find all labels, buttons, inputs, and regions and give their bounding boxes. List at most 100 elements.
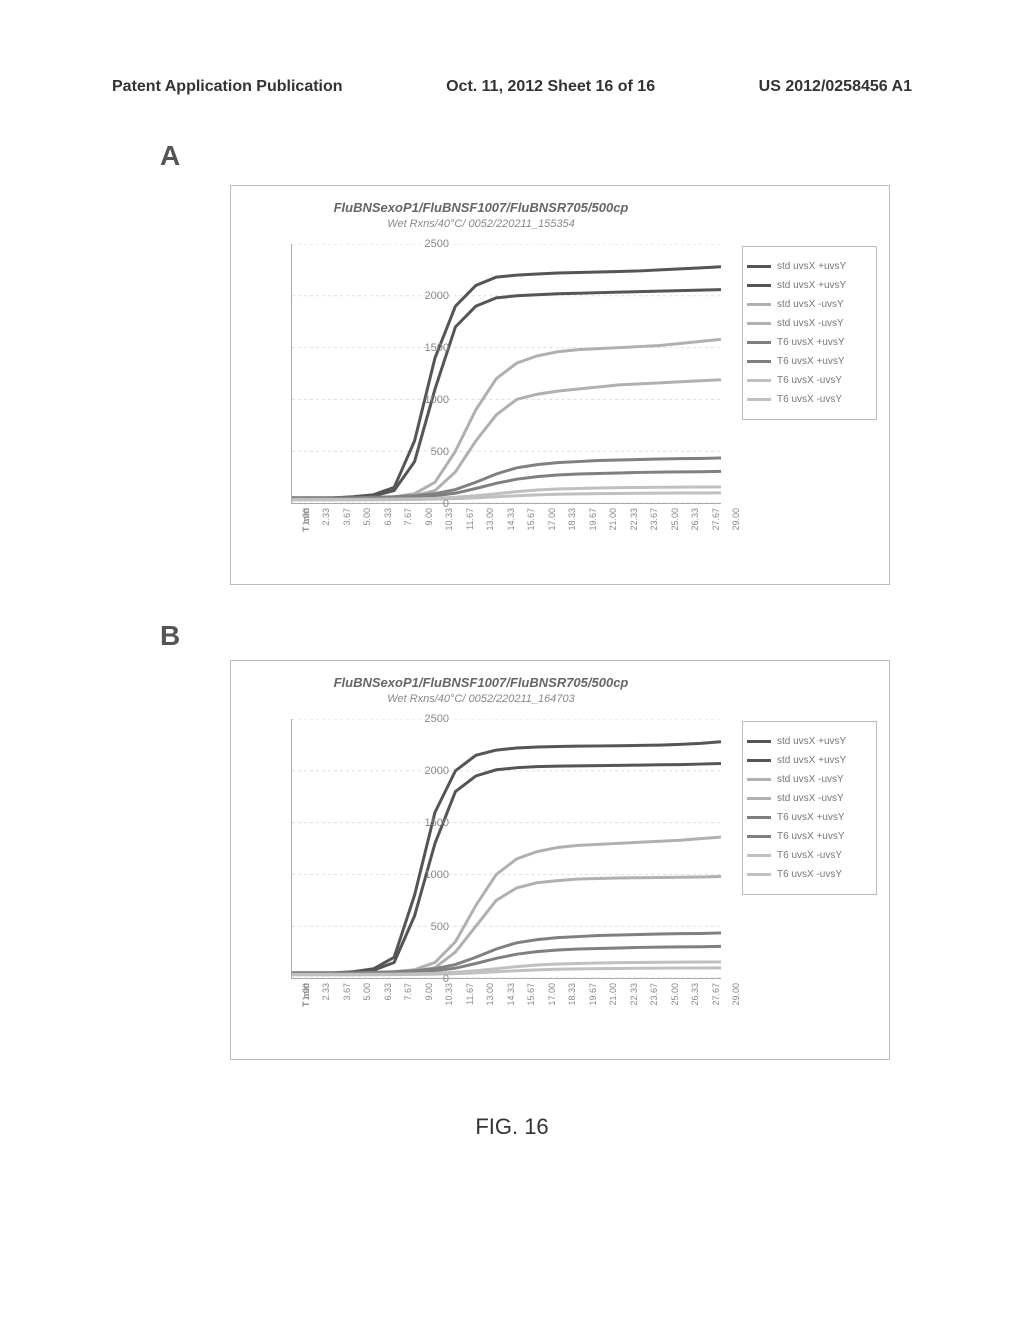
- x-tick: 2.33: [321, 508, 331, 548]
- legend-item: T6 uvsX +uvsY: [747, 812, 872, 823]
- x-tick: 15.67: [526, 508, 536, 548]
- legend-item: T6 uvsX -uvsY: [747, 850, 872, 861]
- x-tick: 21.00: [608, 983, 618, 1023]
- legend-item: std uvsX -uvsY: [747, 774, 872, 785]
- x-tick: 18.33: [567, 983, 577, 1023]
- legend-item: T6 uvsX +uvsY: [747, 337, 872, 348]
- x-tick: 27.67: [711, 983, 721, 1023]
- chart-a-subtitle: Wet Rxns/40°C/ 0052/220211_155354: [231, 218, 731, 230]
- x-tick: 29.00: [731, 508, 741, 548]
- chart-a-title: FluBNSexoP1/FluBNSF1007/FluBNSR705/500cp: [231, 200, 731, 215]
- legend-label: std uvsX -uvsY: [777, 299, 844, 310]
- x-tick: 29.00: [731, 983, 741, 1023]
- chart-a-xticks: T min1.002.333.675.006.337.679.0010.3311…: [291, 508, 721, 568]
- chart-b-legend: std uvsX +uvsY std uvsX +uvsY std uvsX -uv…: [742, 721, 877, 895]
- legend-item: std uvsX -uvsY: [747, 299, 872, 310]
- x-tick: 14.33: [506, 983, 516, 1023]
- x-tick: 13.00: [485, 983, 495, 1023]
- x-tick: 25.00: [670, 508, 680, 548]
- legend-label: T6 uvsX -uvsY: [777, 850, 842, 861]
- legend-item: T6 uvsX -uvsY: [747, 394, 872, 405]
- legend-item: T6 uvsX -uvsY: [747, 869, 872, 880]
- x-tick: 1.00: [301, 983, 311, 1023]
- legend-label: T6 uvsX +uvsY: [777, 337, 845, 348]
- x-tick: 7.67: [403, 983, 413, 1023]
- legend-swatch: [747, 835, 771, 838]
- chart-b-xticks: T min1.002.333.675.006.337.679.0010.3311…: [291, 983, 721, 1043]
- legend-item: std uvsX +uvsY: [747, 261, 872, 272]
- x-tick: 7.67: [403, 508, 413, 548]
- legend-swatch: [747, 303, 771, 306]
- legend-label: std uvsX -uvsY: [777, 774, 844, 785]
- x-tick: 2.33: [321, 983, 331, 1023]
- chart-a: FluBNSexoP1/FluBNSF1007/FluBNSR705/500cp…: [230, 185, 890, 585]
- x-tick: 3.67: [342, 983, 352, 1023]
- chart-b-curves: [292, 719, 721, 978]
- x-tick: 6.33: [383, 983, 393, 1023]
- legend-swatch: [747, 816, 771, 819]
- x-tick: 10.33: [444, 983, 454, 1023]
- x-tick: 6.33: [383, 508, 393, 548]
- y-tick: 1500: [409, 342, 449, 354]
- y-tick: 2500: [409, 713, 449, 725]
- x-tick: 19.67: [588, 508, 598, 548]
- x-tick: 9.00: [424, 983, 434, 1023]
- x-tick: 17.00: [547, 983, 557, 1023]
- legend-label: std uvsX +uvsY: [777, 755, 846, 766]
- x-tick: 19.67: [588, 983, 598, 1023]
- x-tick: 23.67: [649, 983, 659, 1023]
- legend-item: std uvsX +uvsY: [747, 280, 872, 291]
- x-tick: 23.67: [649, 508, 659, 548]
- legend-label: T6 uvsX -uvsY: [777, 375, 842, 386]
- legend-label: std uvsX +uvsY: [777, 736, 846, 747]
- legend-label: std uvsX -uvsY: [777, 793, 844, 804]
- page-header: Patent Application Publication Oct. 11, …: [112, 78, 912, 96]
- legend-item: T6 uvsX +uvsY: [747, 831, 872, 842]
- y-tick: 0: [409, 498, 449, 510]
- x-tick: 11.67: [465, 508, 475, 548]
- legend-swatch: [747, 284, 771, 287]
- x-tick: 22.33: [629, 508, 639, 548]
- x-tick: 17.00: [547, 508, 557, 548]
- chart-a-curves: [292, 244, 721, 503]
- legend-item: std uvsX +uvsY: [747, 755, 872, 766]
- legend-label: std uvsX +uvsY: [777, 280, 846, 291]
- legend-swatch: [747, 778, 771, 781]
- x-tick: 9.00: [424, 508, 434, 548]
- legend-swatch: [747, 854, 771, 857]
- legend-swatch: [747, 265, 771, 268]
- x-tick: 5.00: [362, 508, 372, 548]
- header-center: Oct. 11, 2012 Sheet 16 of 16: [446, 78, 655, 96]
- x-tick: 3.67: [342, 508, 352, 548]
- x-tick: 26.33: [690, 983, 700, 1023]
- legend-label: std uvsX -uvsY: [777, 318, 844, 329]
- chart-b: FluBNSexoP1/FluBNSF1007/FluBNSR705/500cp…: [230, 660, 890, 1060]
- x-tick: 10.33: [444, 508, 454, 548]
- legend-swatch: [747, 360, 771, 363]
- y-tick: 1000: [409, 394, 449, 406]
- chart-b-subtitle: Wet Rxns/40°C/ 0052/220211_164703: [231, 693, 731, 705]
- legend-swatch: [747, 797, 771, 800]
- x-tick: 5.00: [362, 983, 372, 1023]
- legend-swatch: [747, 873, 771, 876]
- y-tick: 2000: [409, 290, 449, 302]
- y-tick: 500: [409, 446, 449, 458]
- y-tick: 1000: [409, 869, 449, 881]
- y-tick: 0: [409, 973, 449, 985]
- chart-b-plot: [291, 719, 721, 979]
- chart-a-plot: [291, 244, 721, 504]
- legend-swatch: [747, 379, 771, 382]
- legend-label: T6 uvsX +uvsY: [777, 831, 845, 842]
- legend-label: T6 uvsX +uvsY: [777, 356, 845, 367]
- x-tick: 22.33: [629, 983, 639, 1023]
- legend-item: std uvsX -uvsY: [747, 793, 872, 804]
- y-tick: 2000: [409, 765, 449, 777]
- legend-item: std uvsX -uvsY: [747, 318, 872, 329]
- y-tick: 2500: [409, 238, 449, 250]
- legend-swatch: [747, 322, 771, 325]
- chart-b-title: FluBNSexoP1/FluBNSF1007/FluBNSR705/500cp: [231, 675, 731, 690]
- x-tick: 11.67: [465, 983, 475, 1023]
- panel-label-b: B: [160, 620, 180, 652]
- legend-item: T6 uvsX +uvsY: [747, 356, 872, 367]
- header-left: Patent Application Publication: [112, 78, 343, 96]
